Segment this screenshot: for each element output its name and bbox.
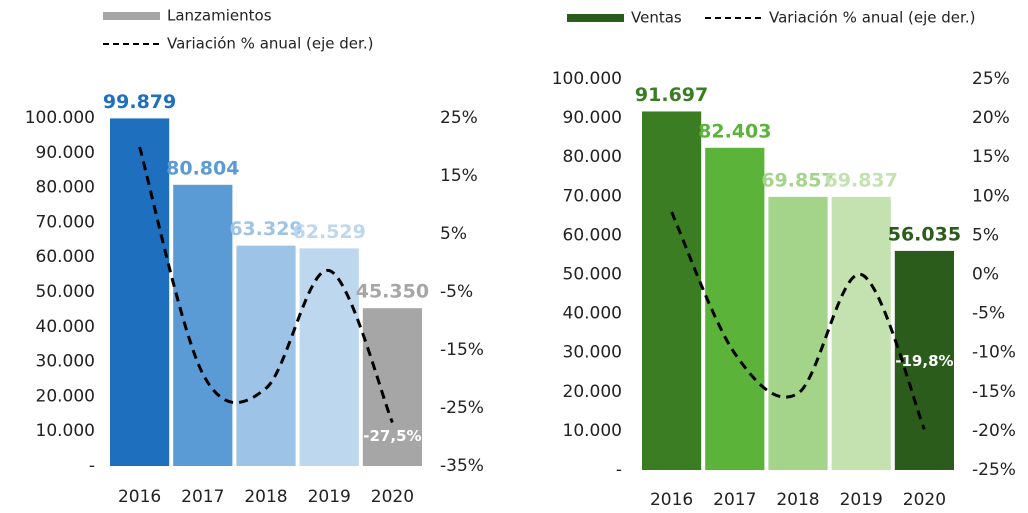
x-tick-label: 2018 [776, 490, 819, 510]
legend-swatch [567, 14, 624, 22]
y-tick-label: 10.000 [563, 421, 622, 441]
y-tick-label: 20.000 [563, 382, 622, 402]
y2-tick-label: -10% [972, 343, 1016, 363]
bar-value-label: 80.804 [166, 157, 239, 179]
bar-value-label: 99.879 [103, 91, 176, 113]
y2-tick-label: -5% [972, 304, 1005, 324]
y2-tick-label: -20% [972, 421, 1016, 441]
line-value-label: -19,8% [895, 352, 953, 370]
y2-tick-label: 15% [972, 147, 1010, 167]
y-tick-label: 50.000 [563, 265, 622, 285]
y-tick-label: 50.000 [36, 282, 95, 302]
line-series [138, 146, 394, 424]
y2-tick-label: 25% [972, 69, 1010, 89]
y2-tick-label: -25% [972, 460, 1016, 480]
bar [299, 248, 359, 466]
y2-tick-label: 5% [972, 225, 999, 245]
line-value-label: -27,5% [363, 427, 421, 445]
y2-tick-label: -35% [440, 456, 484, 476]
y2-tick-label: -5% [440, 282, 473, 302]
y-tick-label: 40.000 [563, 304, 622, 324]
legend-label: Ventas [631, 9, 682, 27]
y2-tick-label: -15% [440, 340, 484, 360]
bar-value-label: 91.697 [635, 84, 708, 106]
x-tick-label: 2016 [118, 487, 161, 507]
y-tick-label: 30.000 [563, 343, 622, 363]
bar-value-label: 69.837 [825, 169, 898, 191]
bar-value-label: 45.350 [356, 281, 429, 303]
y-tick-label: 30.000 [36, 352, 95, 372]
bar [894, 250, 954, 470]
bar-value-label: 63.329 [229, 218, 302, 240]
bar [831, 196, 891, 471]
y2-tick-label: 10% [972, 186, 1010, 206]
bar-value-label: 69.857 [761, 169, 834, 191]
y-tick-label: 60.000 [36, 247, 95, 267]
y-tick-label: 100.000 [552, 69, 622, 89]
x-tick-label: 2018 [244, 487, 287, 507]
x-tick-label: 2017 [713, 490, 756, 510]
y-tick-label: 80.000 [563, 147, 622, 167]
legend-swatch [103, 12, 160, 20]
y2-tick-label: -25% [440, 398, 484, 418]
bar [705, 147, 765, 471]
y-tick-label: 10.000 [36, 421, 95, 441]
bar [236, 245, 296, 466]
y-tick-label: 90.000 [563, 108, 622, 128]
bar [642, 111, 702, 471]
y-tick-label: - [616, 460, 622, 480]
y2-tick-label: 5% [440, 224, 467, 244]
y-tick-label: 60.000 [563, 225, 622, 245]
bar-value-label: 56.035 [888, 223, 961, 245]
bar-value-label: 62.529 [293, 221, 366, 243]
bar [768, 196, 828, 470]
x-tick-label: 2020 [903, 490, 946, 510]
y2-tick-label: 0% [972, 265, 999, 285]
bar [362, 308, 422, 466]
y-tick-label: 90.000 [36, 143, 95, 163]
legend-label: Variación % anual (eje der.) [769, 9, 975, 27]
y-tick-label: 20.000 [36, 386, 95, 406]
legend-label: Lanzamientos [167, 7, 272, 25]
line-series [670, 211, 926, 430]
y2-tick-label: -15% [972, 382, 1016, 402]
bar [110, 118, 170, 466]
y-tick-label: 40.000 [36, 317, 95, 337]
bar-value-label: 82.403 [698, 120, 771, 142]
y-tick-label: 70.000 [563, 186, 622, 206]
y-tick-label: - [89, 456, 95, 476]
y-tick-label: 100.000 [25, 108, 95, 128]
x-tick-label: 2016 [650, 490, 693, 510]
y2-tick-label: 25% [440, 108, 478, 128]
y-tick-label: 80.000 [36, 178, 95, 198]
y-tick-label: 70.000 [36, 212, 95, 232]
legend-label: Variación % anual (eje der.) [167, 35, 373, 53]
x-tick-label: 2019 [308, 487, 351, 507]
y2-tick-label: 20% [972, 108, 1010, 128]
x-tick-label: 2020 [371, 487, 414, 507]
x-tick-label: 2017 [181, 487, 224, 507]
bar [173, 184, 233, 467]
y2-tick-label: 15% [440, 166, 478, 186]
x-tick-label: 2019 [840, 490, 883, 510]
